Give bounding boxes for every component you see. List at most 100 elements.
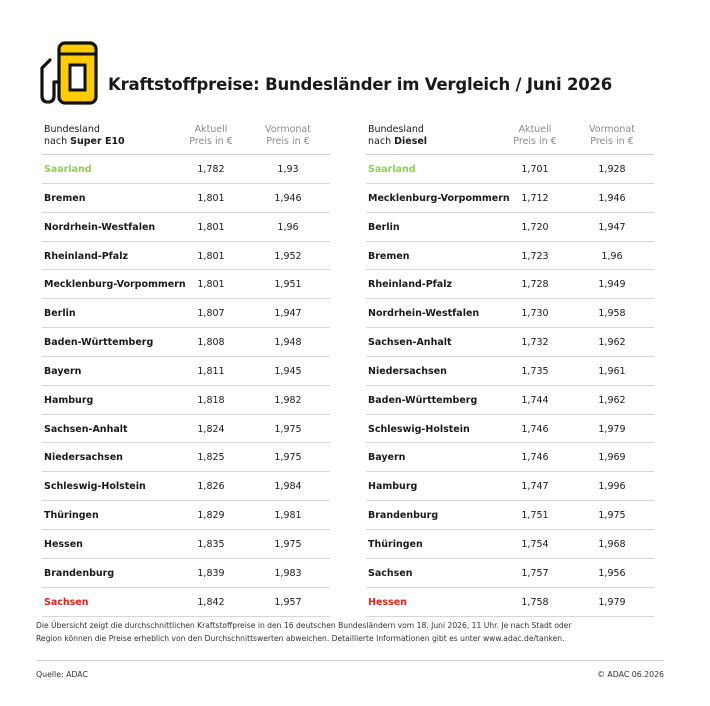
- state-name: Saarland: [44, 164, 92, 175]
- previous-price: 1,947: [598, 221, 626, 233]
- current-price: 1,825: [197, 452, 225, 464]
- table-row: Mecklenburg-Vorpommern 1,712 1,946: [366, 184, 654, 213]
- previous-price: 1,948: [274, 337, 302, 349]
- table-row: Saarland 1,701 1,928: [366, 155, 654, 184]
- state-name: Nordrhein-Westfalen: [368, 308, 480, 320]
- current-price: 1,808: [197, 337, 225, 349]
- state-name: Baden-Württemberg: [368, 394, 478, 406]
- previous-price: 1,952: [274, 250, 302, 262]
- state-name: Bayern: [368, 452, 406, 464]
- previous-price: 1,996: [598, 481, 626, 493]
- state-name: Schleswig-Holstein: [368, 423, 470, 435]
- table-row: Baden-Württemberg 1,808 1,948: [42, 328, 330, 357]
- previous-price: 1,947: [274, 308, 302, 320]
- state-name: Bayern: [44, 365, 82, 377]
- state-name: Hamburg: [44, 394, 94, 406]
- header: Kraftstoffpreise: Bundesländer im Vergle…: [34, 38, 674, 108]
- current-price: 1,701: [521, 164, 549, 175]
- table-row: Saarland 1,782 1,93: [42, 155, 330, 184]
- previous-price: 1,951: [274, 279, 302, 291]
- table-row: Schleswig-Holstein 1,746 1,979: [366, 415, 654, 444]
- previous-price: 1,962: [598, 337, 626, 349]
- table-row: Hessen 1,835 1,975: [42, 530, 330, 559]
- footnote: Die Übersicht zeigt die durchschnittlich…: [36, 621, 572, 643]
- previous-price: 1,957: [274, 596, 302, 608]
- super-e10-table: Bundesland nach Super E10 Aktuell Preis i…: [42, 124, 330, 617]
- previous-price: 1,928: [598, 164, 626, 175]
- state-name: Baden-Württemberg: [44, 337, 154, 349]
- state-name: Hessen: [44, 538, 83, 550]
- source-label: Quelle: ADAC: [36, 670, 88, 679]
- state-name: Berlin: [368, 221, 400, 233]
- previous-price: 1,983: [274, 567, 302, 579]
- table-header: Bundesland nach Super E10 Aktuell Preis i…: [42, 124, 330, 154]
- previous-price: 1,975: [274, 538, 302, 550]
- table-row: Hamburg 1,818 1,982: [42, 386, 330, 415]
- column-header-previous: Vormonat Preis in €: [589, 124, 635, 147]
- previous-price: 1,975: [598, 510, 626, 522]
- table-row: Bremen 1,801 1,946: [42, 184, 330, 213]
- state-name: Mecklenburg-Vorpommern: [368, 192, 510, 204]
- previous-price: 1,945: [274, 365, 302, 377]
- state-name: Brandenburg: [368, 510, 439, 522]
- current-price: 1,782: [197, 164, 225, 175]
- table-header: Bundesland nach Diesel Aktuell Preis in €…: [366, 124, 654, 154]
- state-name: Brandenburg: [44, 567, 115, 579]
- current-price: 1,720: [521, 221, 549, 233]
- current-price: 1,757: [521, 567, 549, 579]
- previous-price: 1,96: [601, 250, 623, 262]
- state-name: Bremen: [44, 192, 86, 204]
- state-name: Saarland: [368, 164, 416, 175]
- column-header-state: Bundesland nach Diesel: [368, 124, 428, 147]
- previous-price: 1,956: [598, 567, 626, 579]
- state-name: Berlin: [44, 308, 76, 320]
- table-row: Rheinland-Pfalz 1,728 1,949: [366, 270, 654, 300]
- current-price: 1,754: [521, 538, 549, 550]
- state-name: Bremen: [368, 250, 410, 262]
- previous-price: 1,975: [274, 423, 302, 435]
- table-row: Niedersachsen 1,735 1,961: [366, 357, 654, 386]
- table-row: Brandenburg 1,751 1,975: [366, 501, 654, 530]
- previous-price: 1,979: [598, 596, 626, 608]
- previous-price: 1,946: [598, 192, 626, 204]
- table-row: Nordrhein-Westfalen 1,801 1,96: [42, 213, 330, 242]
- current-price: 1,829: [197, 510, 225, 522]
- state-name: Schleswig-Holstein: [44, 481, 146, 493]
- current-price: 1,807: [197, 308, 225, 320]
- state-name: Nordrhein-Westfalen: [44, 221, 156, 233]
- previous-price: 1,949: [598, 279, 626, 291]
- column-header-state: Bundesland nach Super E10: [44, 124, 125, 147]
- state-name: Rheinland-Pfalz: [368, 279, 453, 291]
- previous-price: 1,982: [274, 394, 302, 406]
- state-name: Sachsen: [44, 596, 89, 608]
- table-row: Berlin 1,720 1,947: [366, 213, 654, 242]
- copyright-label: © ADAC 06.2026: [597, 670, 664, 679]
- current-price: 1,730: [521, 308, 549, 320]
- table-row: Sachsen-Anhalt 1,732 1,962: [366, 328, 654, 357]
- current-price: 1,758: [521, 596, 549, 608]
- previous-price: 1,968: [598, 538, 626, 550]
- previous-price: 1,984: [274, 481, 302, 493]
- table-row: Hessen 1,758 1,979: [366, 588, 654, 617]
- state-name: Rheinland-Pfalz: [44, 250, 129, 262]
- table-row: Baden-Württemberg 1,744 1,962: [366, 386, 654, 415]
- state-name: Thüringen: [44, 510, 99, 522]
- current-price: 1,826: [197, 481, 225, 493]
- current-price: 1,746: [521, 423, 549, 435]
- current-price: 1,801: [197, 250, 225, 262]
- current-price: 1,842: [197, 596, 225, 608]
- previous-price: 1,961: [598, 365, 626, 377]
- table-row: Brandenburg 1,839 1,983: [42, 559, 330, 588]
- table-row: Thüringen 1,829 1,981: [42, 501, 330, 530]
- table-row: Sachsen 1,757 1,956: [366, 559, 654, 588]
- current-price: 1,801: [197, 192, 225, 204]
- table-row: Sachsen 1,842 1,957: [42, 588, 330, 617]
- current-price: 1,723: [521, 250, 549, 262]
- page-title: Kraftstoffpreise: Bundesländer im Vergle…: [108, 75, 613, 94]
- previous-price: 1,975: [274, 452, 302, 464]
- table-row: Mecklenburg-Vorpommern 1,801 1,951: [42, 270, 330, 300]
- previous-price: 1,93: [277, 164, 299, 175]
- current-price: 1,818: [197, 394, 225, 406]
- footer-divider: [36, 660, 664, 661]
- current-price: 1,735: [521, 365, 549, 377]
